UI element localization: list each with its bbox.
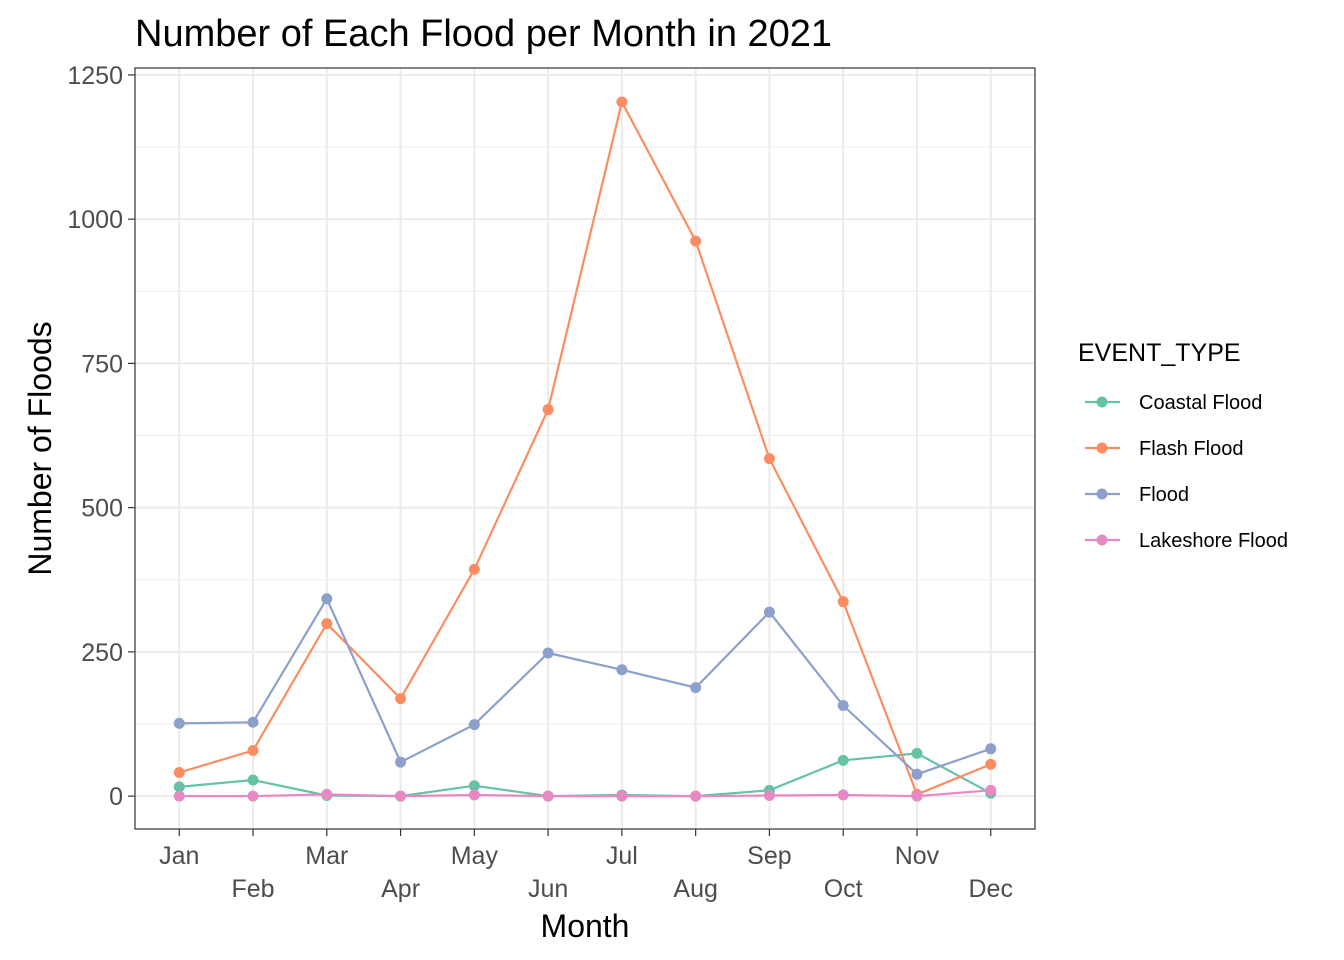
legend-item-lakeshore-flood: Lakeshore Flood — [1085, 530, 1288, 552]
series-layer — [173, 96, 997, 802]
data-point-lakeshore-flood-aug — [690, 790, 702, 802]
legend-key-point — [1096, 442, 1108, 454]
data-point-lakeshore-flood-oct — [837, 789, 849, 801]
data-point-flood-aug — [690, 682, 702, 694]
data-point-flood-dec — [985, 743, 997, 755]
series-line-flood — [179, 596, 992, 776]
data-point-flood-jun — [542, 647, 554, 659]
legend-item-flash-flood: Flash Flood — [1085, 438, 1244, 460]
data-point-flash-flood-feb — [247, 745, 259, 757]
data-point-flash-flood-jun — [542, 404, 554, 416]
data-point-coastal-flood-jan — [173, 781, 185, 793]
data-point-flood-sep — [763, 606, 775, 618]
x-tick-label-aug: Aug — [673, 875, 717, 903]
data-point-flood-apr — [395, 756, 407, 768]
y-tick-label: 1250 — [67, 62, 123, 90]
data-point-lakeshore-flood-feb — [247, 790, 259, 802]
data-point-flood-feb — [247, 716, 259, 728]
data-point-flood-oct — [837, 700, 849, 712]
series-line-flash-flood — [178, 98, 992, 796]
data-point-flood-mar — [321, 593, 333, 605]
data-point-flash-flood-jul — [616, 96, 628, 108]
legend-item-flood: Flood — [1085, 484, 1189, 506]
series-line-lakeshore-flood — [179, 789, 991, 798]
x-tick-label-nov: Nov — [895, 842, 940, 870]
legend-label: Lakeshore Flood — [1139, 530, 1288, 552]
y-tick-label: 250 — [81, 639, 123, 667]
legend-title: EVENT_TYPE — [1078, 339, 1241, 367]
major-gridlines — [135, 68, 1035, 829]
x-tick-label-may: May — [451, 842, 499, 870]
series-line-coastal-flood — [179, 752, 992, 798]
y-tick-label: 750 — [81, 350, 123, 378]
legend-label: Flash Flood — [1139, 438, 1244, 460]
x-tick-label-jan: Jan — [159, 842, 199, 870]
data-point-flash-flood-may — [468, 563, 480, 575]
x-tick-label-dec: Dec — [969, 875, 1013, 903]
data-point-lakeshore-flood-jul — [616, 790, 628, 802]
data-point-flood-jul — [616, 664, 628, 676]
data-point-lakeshore-flood-mar — [321, 788, 333, 800]
data-point-flood-may — [468, 719, 480, 731]
x-tick-label-jul: Jul — [606, 842, 638, 870]
data-point-flash-flood-sep — [763, 453, 775, 465]
data-point-lakeshore-flood-jan — [173, 790, 185, 802]
x-axis: Jan Feb Mar Apr May Jun Jul Aug Sep Oct Nov Dec — [159, 829, 1013, 903]
x-tick-label-feb: Feb — [231, 875, 274, 903]
data-point-flash-flood-dec — [985, 758, 997, 770]
x-axis-title: Month — [541, 908, 630, 944]
data-point-coastal-flood-may — [468, 780, 480, 792]
series-flood — [173, 593, 997, 780]
legend-key-point — [1096, 396, 1108, 408]
x-tick-label-jun: Jun — [528, 875, 568, 903]
data-point-flash-flood-jan — [173, 766, 185, 778]
x-tick-label-mar: Mar — [305, 842, 348, 870]
data-point-lakeshore-flood-sep — [763, 790, 775, 802]
data-point-coastal-flood-feb — [247, 774, 259, 786]
legend-label: Coastal Flood — [1139, 392, 1262, 414]
series-coastal-flood — [173, 747, 997, 802]
data-point-lakeshore-flood-apr — [395, 790, 407, 802]
x-tick-label-oct: Oct — [824, 875, 863, 903]
data-point-flood-nov — [911, 768, 923, 780]
chart-title: Number of Each Flood per Month in 2021 — [135, 13, 832, 55]
y-axis-title: Number of Floods — [22, 321, 58, 575]
series-lakeshore-flood — [173, 784, 997, 802]
minor-gridlines — [135, 146, 1035, 725]
data-point-flash-flood-aug — [690, 235, 702, 247]
legend-item-coastal-flood: Coastal Flood — [1085, 392, 1262, 414]
legend-label: Flood — [1139, 484, 1189, 506]
data-point-lakeshore-flood-may — [468, 789, 480, 801]
x-tick-label-apr: Apr — [381, 875, 420, 903]
data-point-flood-jan — [173, 717, 185, 729]
data-point-coastal-flood-nov — [911, 747, 923, 759]
y-axis: 0 250 500 750 1000 1250 — [67, 62, 135, 811]
y-tick-label: 1000 — [67, 206, 123, 234]
y-tick-label: 0 — [109, 783, 123, 811]
legend-key-point — [1096, 534, 1108, 546]
y-tick-label: 500 — [81, 495, 123, 523]
legend-key-point — [1096, 488, 1108, 500]
data-point-lakeshore-flood-jun — [542, 790, 554, 802]
data-point-lakeshore-flood-dec — [985, 784, 997, 796]
data-point-flash-flood-oct — [837, 596, 849, 608]
data-point-lakeshore-flood-nov — [911, 790, 923, 802]
plot-panel-border — [134, 67, 1036, 830]
data-point-flash-flood-mar — [321, 618, 333, 630]
data-point-flash-flood-apr — [395, 693, 407, 705]
series-flash-flood — [173, 96, 997, 800]
legend: EVENT_TYPE Coastal Flood Flash Flood Flood… — [1078, 339, 1288, 552]
x-tick-label-sep: Sep — [747, 842, 791, 870]
data-point-coastal-flood-oct — [837, 754, 849, 766]
